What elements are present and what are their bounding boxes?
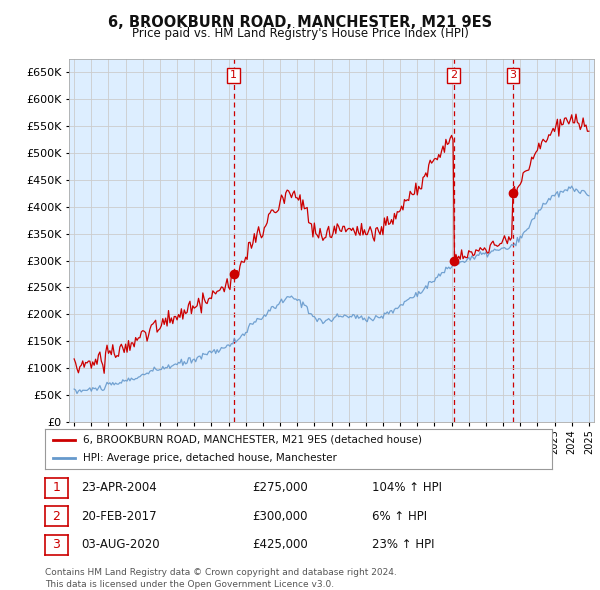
- Text: 03-AUG-2020: 03-AUG-2020: [81, 538, 160, 551]
- Text: 23-APR-2004: 23-APR-2004: [81, 481, 157, 494]
- Text: Price paid vs. HM Land Registry's House Price Index (HPI): Price paid vs. HM Land Registry's House …: [131, 27, 469, 40]
- Text: Contains HM Land Registry data © Crown copyright and database right 2024.
This d: Contains HM Land Registry data © Crown c…: [45, 568, 397, 589]
- Text: 6, BROOKBURN ROAD, MANCHESTER, M21 9ES: 6, BROOKBURN ROAD, MANCHESTER, M21 9ES: [108, 15, 492, 30]
- Text: 1: 1: [52, 481, 61, 494]
- Text: 104% ↑ HPI: 104% ↑ HPI: [372, 481, 442, 494]
- Text: 2: 2: [450, 70, 457, 80]
- Text: 6% ↑ HPI: 6% ↑ HPI: [372, 510, 427, 523]
- Text: 23% ↑ HPI: 23% ↑ HPI: [372, 538, 434, 551]
- Text: 1: 1: [230, 70, 237, 80]
- Text: £300,000: £300,000: [252, 510, 308, 523]
- Text: HPI: Average price, detached house, Manchester: HPI: Average price, detached house, Manc…: [83, 453, 337, 463]
- Text: 2: 2: [52, 510, 61, 523]
- Text: £425,000: £425,000: [252, 538, 308, 551]
- Text: 6, BROOKBURN ROAD, MANCHESTER, M21 9ES (detached house): 6, BROOKBURN ROAD, MANCHESTER, M21 9ES (…: [83, 435, 422, 445]
- Text: 20-FEB-2017: 20-FEB-2017: [81, 510, 157, 523]
- Text: 3: 3: [52, 538, 61, 551]
- Text: 3: 3: [509, 70, 517, 80]
- Text: £275,000: £275,000: [252, 481, 308, 494]
